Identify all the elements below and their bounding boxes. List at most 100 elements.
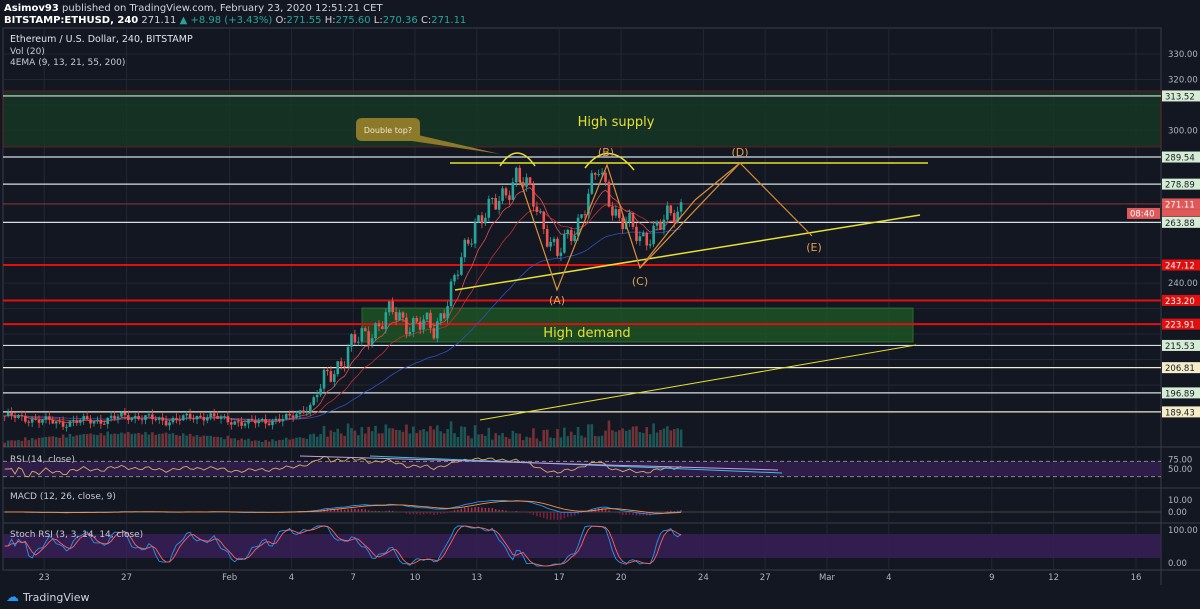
candle[interactable] xyxy=(638,236,642,242)
candle[interactable] xyxy=(535,206,539,212)
candle[interactable] xyxy=(662,219,666,230)
candle[interactable] xyxy=(394,311,398,321)
candle[interactable] xyxy=(422,319,425,330)
candle[interactable] xyxy=(257,420,261,424)
candle[interactable] xyxy=(518,167,522,183)
candle[interactable] xyxy=(480,215,484,224)
candle[interactable] xyxy=(460,257,463,275)
candle[interactable] xyxy=(552,238,556,242)
candle[interactable] xyxy=(401,312,405,318)
candle[interactable] xyxy=(514,167,518,183)
volume-trendline[interactable] xyxy=(479,344,917,421)
candle[interactable] xyxy=(408,331,412,335)
candle[interactable] xyxy=(168,422,171,426)
candle[interactable] xyxy=(425,312,429,320)
candle[interactable] xyxy=(3,415,7,417)
candle[interactable] xyxy=(360,328,364,342)
candle[interactable] xyxy=(322,369,326,389)
candle[interactable] xyxy=(521,182,525,187)
candle[interactable] xyxy=(504,188,508,196)
candle[interactable] xyxy=(216,415,219,419)
candle[interactable] xyxy=(350,334,353,347)
candle[interactable] xyxy=(370,338,374,345)
callout-box[interactable] xyxy=(356,118,420,141)
candle[interactable] xyxy=(264,419,267,424)
candle[interactable] xyxy=(130,418,134,421)
candle[interactable] xyxy=(374,323,377,339)
candle[interactable] xyxy=(617,209,621,218)
candle[interactable] xyxy=(37,419,41,423)
candle[interactable] xyxy=(666,205,669,220)
candle[interactable] xyxy=(89,419,92,424)
candle[interactable] xyxy=(411,318,415,332)
candle[interactable] xyxy=(353,334,357,343)
candle[interactable] xyxy=(659,221,662,230)
candle[interactable] xyxy=(539,211,542,213)
candle[interactable] xyxy=(175,418,178,420)
candle[interactable] xyxy=(545,229,549,247)
candle[interactable] xyxy=(72,420,75,422)
candle[interactable] xyxy=(542,211,546,230)
candle[interactable] xyxy=(405,317,408,335)
candle[interactable] xyxy=(319,388,322,395)
candle[interactable] xyxy=(343,366,346,368)
candle[interactable] xyxy=(75,420,79,423)
candle[interactable] xyxy=(439,313,443,322)
candle[interactable] xyxy=(161,417,164,421)
candle[interactable] xyxy=(260,419,264,421)
candle[interactable] xyxy=(6,412,10,416)
supply-zone[interactable] xyxy=(2,90,1162,148)
candle[interactable] xyxy=(137,415,140,420)
candle[interactable] xyxy=(463,239,467,258)
candle[interactable] xyxy=(456,274,460,276)
candle[interactable] xyxy=(233,421,237,425)
publisher[interactable]: Asimov93 xyxy=(4,3,59,14)
candle[interactable] xyxy=(302,410,305,413)
candle[interactable] xyxy=(590,173,594,194)
candle[interactable] xyxy=(600,172,604,175)
candle[interactable] xyxy=(157,417,161,420)
candle[interactable] xyxy=(387,301,391,313)
candle[interactable] xyxy=(78,419,82,423)
tradingview-logo[interactable]: ☁ TradingView xyxy=(6,590,89,605)
candle[interactable] xyxy=(679,202,683,212)
candle[interactable] xyxy=(357,341,360,343)
candle[interactable] xyxy=(247,419,250,424)
candle[interactable] xyxy=(655,221,659,226)
candle[interactable] xyxy=(490,198,494,200)
candle[interactable] xyxy=(477,215,480,223)
candle[interactable] xyxy=(284,413,288,419)
candle[interactable] xyxy=(230,422,233,425)
candle[interactable] xyxy=(127,415,130,421)
candle[interactable] xyxy=(621,217,625,230)
candle[interactable] xyxy=(436,321,439,339)
candle[interactable] xyxy=(315,394,319,398)
rising-trendline[interactable] xyxy=(454,214,921,291)
candle[interactable] xyxy=(178,419,182,421)
candle[interactable] xyxy=(226,416,230,423)
candle[interactable] xyxy=(54,421,58,424)
wave-path[interactable] xyxy=(519,162,813,292)
candle[interactable] xyxy=(185,413,188,416)
candle[interactable] xyxy=(13,415,17,418)
candle[interactable] xyxy=(188,413,192,419)
candle[interactable] xyxy=(106,417,110,425)
candle[interactable] xyxy=(604,172,607,182)
candle[interactable] xyxy=(442,313,446,319)
candle[interactable] xyxy=(587,193,590,215)
candle[interactable] xyxy=(398,312,401,321)
candle[interactable] xyxy=(212,413,216,416)
candle[interactable] xyxy=(113,415,116,419)
candle[interactable] xyxy=(298,410,302,415)
candle[interactable] xyxy=(583,214,587,216)
candle[interactable] xyxy=(164,420,168,426)
candle[interactable] xyxy=(305,411,309,413)
candle[interactable] xyxy=(140,419,144,421)
candle[interactable] xyxy=(312,397,316,405)
stoch-d-line[interactable] xyxy=(4,525,682,567)
candle[interactable] xyxy=(236,421,240,423)
candle[interactable] xyxy=(333,374,336,382)
candle[interactable] xyxy=(511,182,515,201)
candle[interactable] xyxy=(508,195,511,201)
